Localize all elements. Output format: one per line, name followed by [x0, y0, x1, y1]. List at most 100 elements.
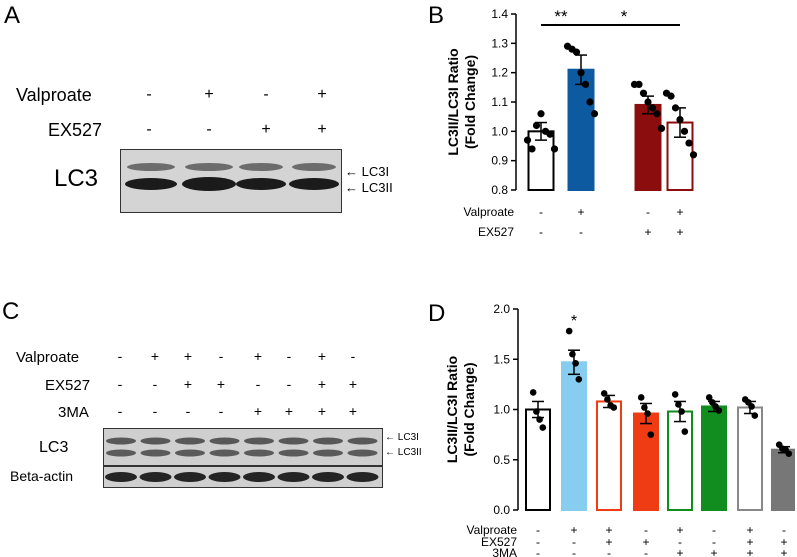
beta-actin-band [346, 472, 379, 482]
ex527-sign: + [261, 121, 271, 138]
bar [771, 448, 795, 511]
condition-sign-c: - [117, 376, 123, 392]
condition-sign: + [746, 523, 753, 537]
data-point [676, 116, 684, 124]
lc3ii-band-c [140, 449, 171, 457]
condition-sign: + [642, 535, 649, 549]
condition-sign-c: - [218, 348, 224, 364]
lc3ii-band [125, 178, 177, 190]
condition-sign: + [676, 225, 683, 239]
condition-sign-c: + [183, 376, 193, 392]
condition-sign: + [570, 523, 577, 537]
significance-marker: * [571, 313, 577, 330]
panel-letter-d: D [428, 300, 446, 327]
data-point [748, 403, 755, 410]
lc3i-band-c [175, 437, 205, 445]
lc3ii-band-c [209, 449, 240, 457]
lc3-blot-label-c: LC3 [39, 439, 69, 456]
lc3i-band-c [209, 437, 240, 445]
condition-row-label: EX527 [481, 535, 517, 549]
significance-marker: ** [554, 7, 568, 26]
condition-row-label: Valproate [467, 523, 518, 537]
bar [701, 405, 727, 511]
y-tick-label: 1.1 [491, 95, 508, 109]
y-tick-label: 0.9 [491, 154, 508, 168]
beta-actin-band [312, 472, 344, 482]
condition-sign-c: + [183, 348, 193, 364]
condition-sign-c: + [317, 403, 327, 419]
condition-sign: - [678, 535, 682, 549]
condition-sign-c: + [150, 348, 160, 364]
bar [525, 408, 551, 511]
chart-b: LC3II/LC3I Ratio (Fold Change) 0.8 0.9 1.0 1.… [445, 7, 698, 239]
ex527-sign: - [146, 121, 152, 138]
data-point [678, 408, 685, 415]
y-tick-label: 1.0 [491, 124, 508, 138]
data-point [751, 412, 759, 419]
condition-row-label: 3MA [492, 546, 517, 557]
3ma-row-label-c: 3MA [58, 404, 89, 421]
data-point [528, 145, 536, 153]
condition-sign: - [539, 225, 543, 239]
y-axis-label-line: LC3II/LC3I Ratio [444, 356, 460, 463]
bar [634, 103, 662, 191]
data-point [590, 110, 599, 118]
condition-sign: - [572, 535, 576, 549]
bar [737, 406, 763, 511]
condition-sign: - [646, 205, 650, 219]
data-point [641, 404, 648, 411]
condition-sign: - [572, 546, 576, 557]
condition-sign-c: + [317, 348, 327, 364]
lc3ii-band-c [313, 449, 343, 457]
ex527-row-label-c: EX527 [45, 377, 91, 394]
left-arrow-icon: ← [345, 164, 358, 179]
data-point [647, 431, 655, 438]
lc3i-band-c [278, 437, 309, 445]
valproate-row-label: Valproate [16, 85, 92, 105]
beta-actin-blot-image [103, 466, 383, 488]
condition-sign-c: - [152, 403, 158, 419]
data-point [681, 428, 689, 435]
y-tick-label: 1.2 [491, 66, 508, 80]
y-tick-label: 1.5 [493, 352, 510, 366]
y-tick-label: 0.8 [491, 183, 508, 197]
lc3ii-band-label-c: ← LC3II [385, 447, 422, 458]
condition-sign: + [746, 535, 753, 549]
condition-sign-c: + [284, 403, 294, 419]
condition-row-label: Valproate [464, 205, 515, 219]
valproate-sign: + [317, 86, 327, 103]
condition-sign: - [712, 523, 716, 537]
lc3i-band-c [140, 437, 171, 445]
y-tick-label: 1.0 [493, 403, 510, 417]
data-point [685, 139, 693, 147]
data-point [533, 408, 540, 415]
condition-sign-c: + [216, 376, 226, 392]
lc3i-band [239, 163, 283, 171]
condition-sign: - [579, 225, 583, 239]
condition-sign-c: + [317, 376, 327, 392]
bar [567, 68, 595, 191]
beta-actin-band [208, 472, 241, 482]
data-point [675, 401, 682, 408]
y-axis-label-line: LC3II/LC3I Ratio [445, 48, 461, 155]
ex527-sign: - [206, 121, 212, 138]
data-point [715, 407, 723, 414]
data-point [644, 410, 651, 417]
condition-sign: + [780, 535, 787, 549]
lc3-blot-bands-c [106, 437, 378, 457]
data-point [586, 98, 594, 106]
ex527-row-label: EX527 [48, 120, 103, 140]
lc3-blot-image-c [103, 428, 383, 466]
left-arrow-icon: ← [345, 180, 358, 195]
beta-actin-label: Beta-actin [10, 468, 74, 484]
data-point [610, 404, 618, 411]
lc3ii-band-c [175, 449, 205, 457]
bar [596, 400, 622, 511]
data-point [529, 389, 537, 396]
lc3-blot-image [120, 149, 342, 213]
condition-sign: + [780, 546, 787, 557]
lc3i-band-c [347, 437, 378, 445]
condition-sign: - [644, 546, 648, 557]
data-point [572, 359, 579, 367]
condition-sign-c: - [286, 348, 292, 364]
